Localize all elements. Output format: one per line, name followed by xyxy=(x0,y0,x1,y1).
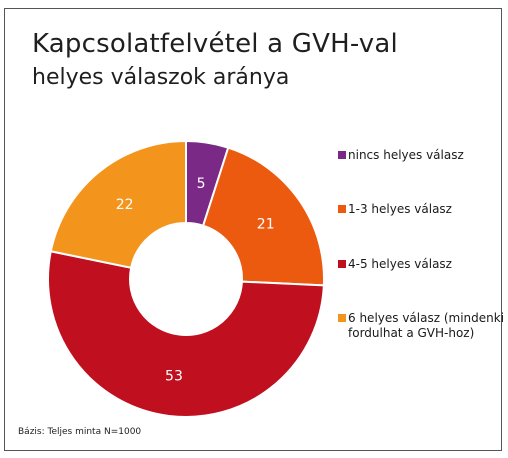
slice-value-label: 21 xyxy=(257,217,275,233)
slice-value-label: 22 xyxy=(116,197,134,213)
legend-label: 1-3 helyes válasz xyxy=(348,202,452,216)
legend-swatch xyxy=(338,205,346,213)
legend-swatch xyxy=(338,314,346,322)
chart-title: Kapcsolatfelvétel a GVH-val xyxy=(32,29,398,59)
chart-subtitle: helyes válaszok aránya xyxy=(32,65,290,90)
donut-slice xyxy=(201,146,325,287)
legend-label: 6 helyes válasz (mindenki fordulhat a GV… xyxy=(348,311,505,340)
base-note: Bázis: Teljes minta N=1000 xyxy=(18,427,142,437)
legend-label: 4-5 helyes válasz xyxy=(348,257,452,271)
slice-value-label: 5 xyxy=(197,176,206,192)
donut-slice xyxy=(49,139,187,269)
legend-swatch xyxy=(338,260,346,268)
legend-label: nincs helyes válasz xyxy=(348,148,464,162)
donut-slice xyxy=(47,250,325,418)
legend-swatch xyxy=(338,151,346,159)
slice-value-label: 53 xyxy=(165,368,183,384)
